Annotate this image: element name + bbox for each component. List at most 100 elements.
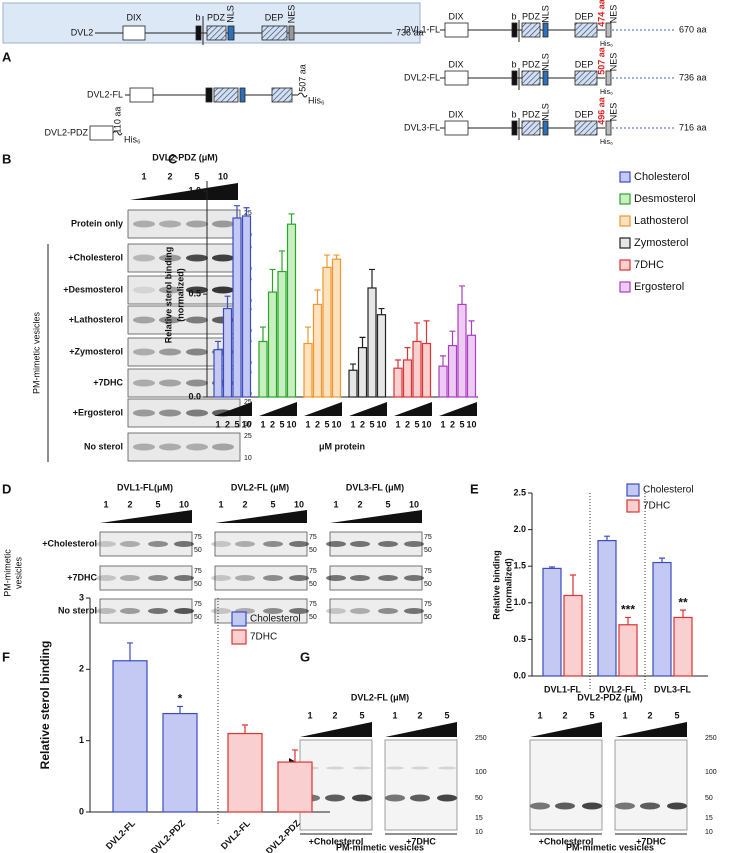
legend-label: Cholesterol [634, 171, 690, 183]
band [159, 443, 181, 451]
label: 2 [127, 499, 132, 509]
x-tick-label: 5 [414, 419, 419, 429]
bar [652, 561, 672, 677]
band [350, 541, 370, 547]
legend-label: 7DHC [634, 259, 664, 271]
band [615, 802, 635, 810]
label: 2 [242, 499, 247, 509]
label: +Zymosterol [69, 346, 123, 356]
bar [438, 365, 448, 398]
error-bar [177, 705, 183, 714]
label: 5 [359, 710, 364, 720]
label: NES [286, 5, 296, 24]
label: PM-mimetic vesicles [566, 842, 654, 852]
label: 1 [103, 499, 108, 509]
band [133, 379, 155, 387]
label: PDZ [522, 11, 541, 21]
x-tick-label: 1 [395, 419, 400, 429]
legend-label: Cholesterol [643, 485, 694, 496]
x-tick-label: DVL2-PDZ [264, 818, 303, 853]
band [133, 443, 155, 451]
label: 2 [167, 171, 172, 181]
label: 10 [218, 171, 228, 181]
band [159, 348, 181, 356]
gradient-triangle [304, 402, 342, 416]
error-bar [369, 268, 375, 288]
label: 75 [309, 534, 317, 541]
label: 100 [705, 769, 717, 776]
bar [618, 624, 638, 677]
shape [521, 22, 541, 38]
label: 496 aa [596, 96, 606, 125]
band [133, 254, 155, 262]
label: +7DHC [406, 836, 436, 846]
label: 15 [475, 815, 483, 822]
band [174, 575, 194, 581]
label: 50 [309, 547, 317, 554]
label: NLS [540, 5, 550, 23]
label: +7DHC [636, 836, 666, 846]
legend-swatch [619, 281, 631, 293]
band [438, 766, 456, 770]
band [159, 286, 181, 294]
label: 5 [589, 710, 594, 720]
label: 50 [309, 614, 317, 621]
gradient-triangle [215, 510, 307, 523]
band [133, 348, 155, 356]
panel-label: C [168, 151, 178, 166]
band [96, 608, 116, 614]
band [211, 575, 231, 581]
band [186, 316, 208, 324]
label: DVL2-PDZ (μM) [577, 692, 643, 702]
bar [241, 215, 252, 398]
x-tick-label: 5 [234, 419, 239, 429]
label: 1 [307, 710, 312, 720]
label: PM-mimetic vesicles [31, 312, 41, 395]
bar [402, 359, 413, 398]
band [263, 575, 283, 581]
band [378, 575, 398, 581]
label: DVL1-FL(μM) [117, 482, 173, 492]
error-bar [292, 749, 298, 763]
band [148, 575, 168, 581]
bar [563, 594, 583, 677]
bar [322, 266, 332, 398]
band [212, 443, 234, 451]
x-tick-label: DVL2-FL [599, 684, 637, 694]
label: 75 [309, 568, 317, 575]
panel-label: A [2, 49, 12, 64]
x-tick-label: 1 [260, 419, 265, 429]
label: 5 [194, 171, 199, 181]
x-tick-label: 5 [459, 419, 464, 429]
gradient-triangle [130, 183, 238, 200]
panel-label: B [2, 151, 11, 166]
shape [288, 25, 295, 41]
shape [444, 22, 469, 38]
shape [542, 22, 549, 38]
label: 2 [357, 499, 362, 509]
label: 2 [647, 710, 652, 720]
error-bar [288, 213, 295, 225]
shape [195, 25, 202, 41]
band [235, 575, 255, 581]
shape [605, 70, 612, 86]
label: +Cholesterol [42, 538, 97, 548]
error-bar [324, 254, 330, 268]
shape [605, 120, 612, 136]
error-bar [440, 355, 446, 367]
y-tick-label: 3 [79, 592, 84, 602]
band [582, 802, 602, 810]
error-bar [333, 254, 340, 260]
band [530, 802, 550, 810]
error-bar [224, 295, 231, 309]
label: DEP [575, 109, 594, 119]
band [263, 608, 283, 614]
y-tick-label: 2 [79, 664, 84, 674]
legend-swatch [231, 629, 247, 645]
label: DVL3-FL (μM) [346, 482, 404, 492]
label: DVL3-FL [404, 122, 440, 132]
band [133, 316, 155, 324]
shape [384, 739, 458, 831]
shape [239, 87, 246, 103]
gradient-triangle [100, 510, 192, 523]
